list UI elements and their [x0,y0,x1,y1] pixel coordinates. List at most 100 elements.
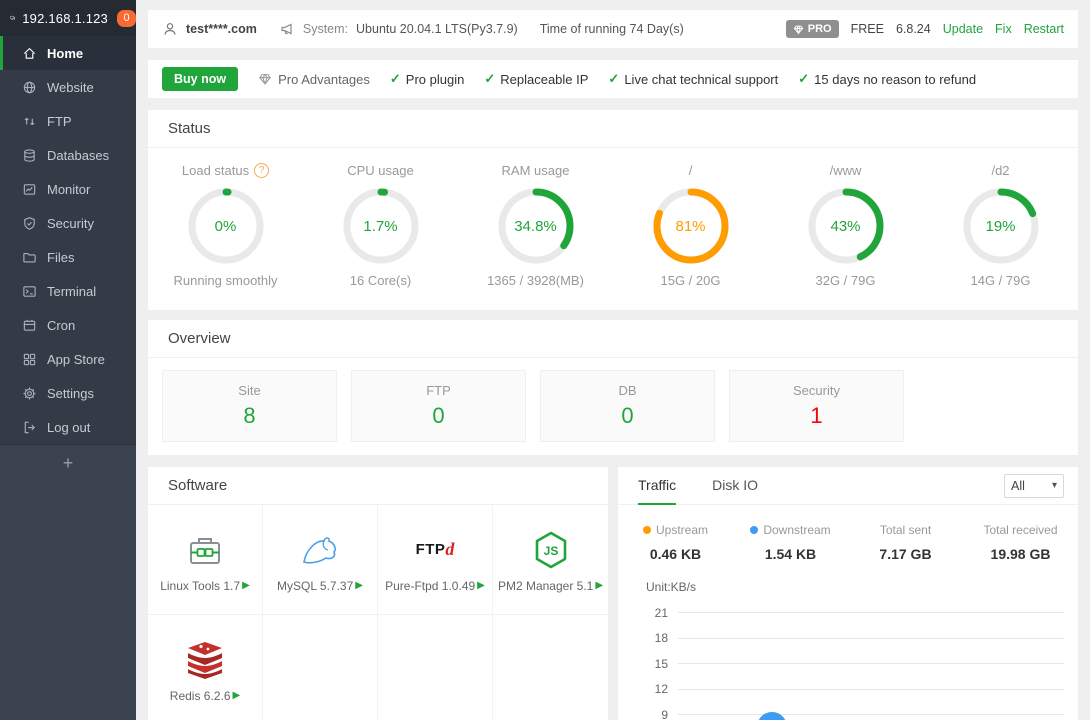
sidebar-item-log-out[interactable]: Log out [0,410,136,444]
status-title: Status [148,110,1078,148]
check-icon: ✓ [608,71,620,86]
gauge-label: 15G / 20G [660,273,721,288]
software-item-pm2[interactable]: JS PM2 Manager 5.1 ▶ [493,505,608,615]
pro-advantages[interactable]: Pro Advantages [258,72,370,87]
gauge-label: 14G / 79G [970,273,1031,288]
system-label: System: [302,22,349,36]
gauge-value: 43% [830,217,861,235]
overview-card-ftp[interactable]: FTP 0 [351,370,526,442]
gauge-disk-d2[interactable]: /d2 19% 14G / 79G [923,160,1078,288]
software-title: Software [148,467,608,505]
gauge-disk-www[interactable]: /www 43% 32G / 79G [768,160,923,288]
overview-card-db[interactable]: DB 0 [540,370,715,442]
top-bar: test****.com System: Ubuntu 20.04.1 LTS(… [148,10,1078,48]
sidebar-item-cron[interactable]: Cron [0,308,136,342]
stat-label: Downstream [763,523,831,537]
stat-label: Total sent [879,523,932,537]
redis-icon [188,641,222,679]
main-content: test****.com System: Ubuntu 20.04.1 LTS(… [136,0,1090,720]
overview-card-site[interactable]: Site 8 [162,370,337,442]
gauge-cpu: CPU usage 1.7% 16 Core(s) [303,160,458,288]
overview-card-value: 1 [810,403,823,428]
sidebar-item-security[interactable]: Security [0,206,136,240]
chevron-down-icon: ▾ [1051,480,1057,491]
gauge-title: /d2 [991,162,1010,178]
stat-total-received: Total received 19.98 GB [963,523,1078,562]
software-item-redis[interactable]: Redis 6.2.6 ▶ [148,615,263,720]
traffic-filter-select[interactable]: All ▾ [1004,473,1064,498]
stat-downstream: Downstream 1.54 KB [733,523,848,562]
gauge-value: 1.7% [363,217,398,235]
software-empty-cell [493,615,608,720]
pro-badge[interactable]: PRO [785,20,839,38]
message-count-badge[interactable]: 0 [117,9,136,27]
gauge-label: 16 Core(s) [349,273,412,288]
sidebar-item-databases[interactable]: Databases [0,138,136,172]
sidebar-item-app-store[interactable]: App Store [0,342,136,376]
tab-disk-io[interactable]: Disk IO [712,476,759,493]
gauge-title: RAM usage [501,162,570,178]
traffic-header: Traffic Disk IO All ▾ [618,467,1078,505]
pm2-js-label: JS [543,544,558,558]
software-name: PM2 Manager 5.1 [497,578,594,593]
sidebar-item-ftp[interactable]: FTP [0,104,136,138]
globe-icon [23,81,36,93]
user-icon [164,23,176,35]
stat-upstream: Upstream 0.46 KB [618,523,733,562]
sidebar-item-monitor[interactable]: Monitor [0,172,136,206]
downstream-dot-icon [750,526,759,534]
database-icon [24,148,35,162]
sidebar-item-terminal[interactable]: Terminal [0,274,136,308]
tab-traffic[interactable]: Traffic [638,467,677,505]
stat-label: Total received [983,523,1058,537]
help-icon[interactable]: ? [254,162,270,178]
software-name: Pure-Ftpd 1.0.49 [385,578,476,593]
gauges-row: Load status? 0% Running smoothly CPU usa… [148,148,1078,288]
gridline [678,663,1064,665]
software-item-linux-tools[interactable]: Linux Tools 1.7 ▶ [148,505,263,615]
server-ip: 192.168.1.123 [22,10,108,26]
gridline [678,714,1064,716]
promo-bar: Buy now Pro Advantages ✓ Pro plugin ✓ Repl… [148,60,1078,98]
sidebar-item-label: Databases [47,147,110,163]
top-bar-right: PRO FREE 6.8.24 Update Fix Restart [785,20,1064,38]
add-menu-button[interactable]: + [62,453,74,473]
sidebar-item-website[interactable]: Website [0,70,136,104]
pure-ftpd-logo: FTP [415,541,446,558]
software-grid: Linux Tools 1.7 ▶ MySQL 5.7.37 ▶ FTP d Pure… [148,505,608,720]
username[interactable]: test****.com [186,22,257,36]
feature-item: ✓ 15 days no reason to refund [798,71,976,87]
buy-now-button[interactable]: Buy now [162,67,239,91]
gauge-value: 0% [214,217,237,235]
home-icon [23,47,36,59]
chart-hover-point [757,712,787,720]
sidebar-item-home[interactable]: Home [0,36,136,70]
gauge-title: Load status [181,162,250,178]
sidebar-item-files[interactable]: Files [0,240,136,274]
gauge-value: 34.8% [514,217,557,235]
software-name: Redis 6.2.6 [169,688,231,703]
sidebar-item-label: App Store [47,351,105,367]
uptime: Time of running 74 Day(s) [539,22,684,36]
sidebar-item-settings[interactable]: Settings [0,376,136,410]
gauge-disk-root[interactable]: / 81% 15G / 20G [613,160,768,288]
feature-item: ✓ Pro plugin [390,71,464,87]
status-panel: Status Load status? 0% Running smoothly … [148,110,1078,310]
fix-link[interactable]: Fix [995,22,1012,36]
restart-link[interactable]: Restart [1023,22,1064,36]
terminal-icon [23,285,36,297]
overview-title: Overview [148,320,1078,358]
gauge-value: 81% [675,217,706,235]
running-indicator-icon: ▶ [242,580,250,591]
check-icon: ✓ [798,71,810,86]
gauge-arc [653,188,728,264]
overview-card-value: 8 [243,403,256,428]
overview-card-security[interactable]: Security 1 [729,370,904,442]
gauge-ring [343,188,418,264]
pm2-nodejs-icon: JS [535,531,566,568]
y-tick: 21 [654,605,668,620]
software-item-pure-ftpd[interactable]: FTP d Pure-Ftpd 1.0.49 ▶ [378,505,493,615]
software-item-mysql[interactable]: MySQL 5.7.37 ▶ [263,505,378,615]
update-link[interactable]: Update [942,22,984,36]
running-indicator-icon: ▶ [595,580,604,591]
